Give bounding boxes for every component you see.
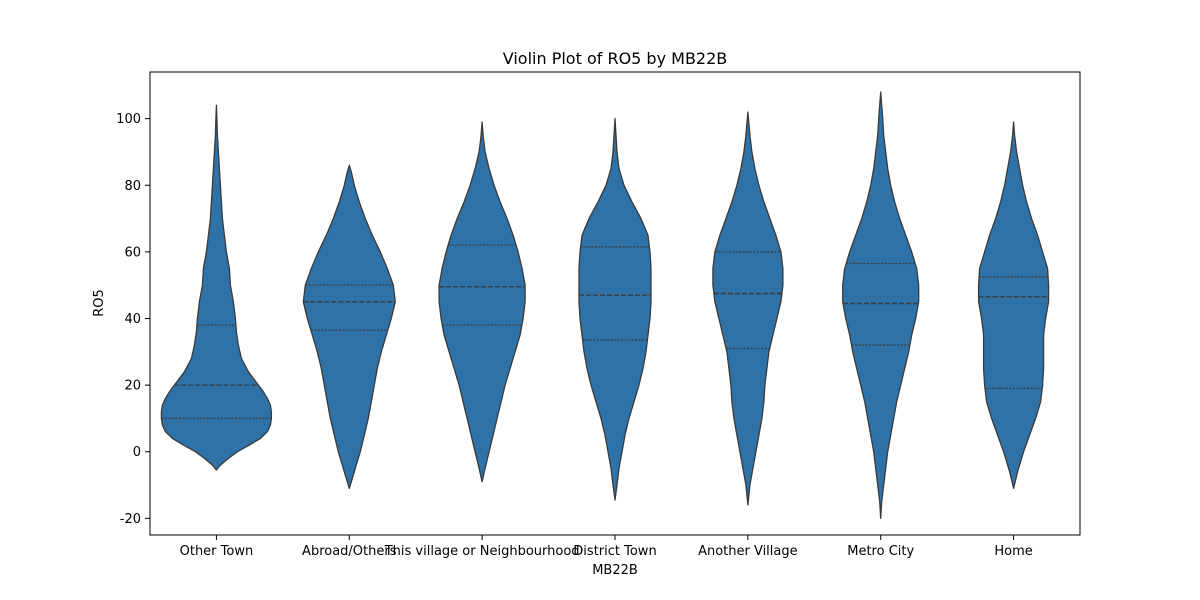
y-tick-label: 40 bbox=[124, 312, 141, 327]
violin-body bbox=[578, 117, 652, 501]
x-tick-label: Other Town bbox=[180, 544, 254, 559]
x-axis-label: MB22B bbox=[592, 563, 638, 578]
violin-body bbox=[160, 104, 273, 471]
x-tick-label: District Town bbox=[573, 544, 656, 559]
violin-body bbox=[712, 111, 784, 506]
y-axis-label: RO5 bbox=[92, 289, 107, 317]
y-tick-label: 20 bbox=[124, 379, 141, 394]
y-tick-label: 0 bbox=[133, 445, 141, 460]
violin-6 bbox=[977, 121, 1050, 490]
x-tick-label: Metro City bbox=[847, 544, 914, 559]
y-tick-label: -20 bbox=[120, 512, 141, 527]
violin-body bbox=[302, 164, 396, 490]
violin-5 bbox=[842, 91, 920, 519]
violin-body bbox=[438, 121, 526, 483]
violin-1 bbox=[302, 164, 396, 490]
violin-4 bbox=[712, 111, 784, 506]
x-tick-label: Another Village bbox=[698, 544, 798, 559]
chart-title: Violin Plot of RO5 by MB22B bbox=[503, 49, 728, 68]
x-tick-label: Home bbox=[994, 544, 1032, 559]
y-tick-label: 80 bbox=[124, 179, 141, 194]
violin-body bbox=[977, 121, 1050, 490]
x-tick-label: Abroad/Others bbox=[302, 544, 397, 559]
violin-0 bbox=[160, 104, 273, 471]
y-tick-label: 60 bbox=[124, 245, 141, 260]
y-tick-label: 100 bbox=[116, 112, 141, 127]
y-axis: -20 0 20 40 60 80 100 bbox=[116, 112, 150, 527]
violins-group bbox=[160, 91, 1050, 519]
x-tick-label: This village or Neighbourhood bbox=[384, 544, 580, 559]
violin-2 bbox=[438, 121, 526, 483]
violin-3 bbox=[578, 117, 652, 501]
violin-body bbox=[842, 91, 920, 519]
